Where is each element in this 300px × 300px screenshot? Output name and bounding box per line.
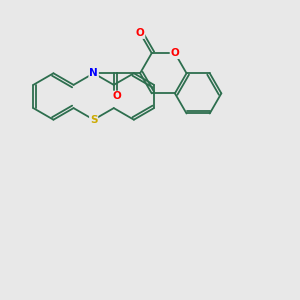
Text: O: O (170, 48, 179, 58)
Text: O: O (136, 28, 145, 38)
Text: S: S (90, 115, 98, 125)
Text: N: N (89, 68, 98, 78)
Text: O: O (112, 92, 121, 101)
